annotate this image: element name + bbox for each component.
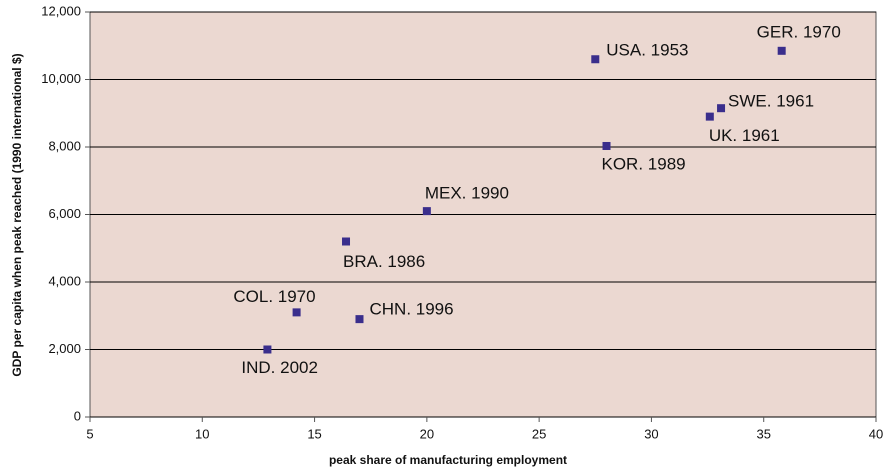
point-label: SWE. 1961 <box>728 92 814 111</box>
point-label: GER. 1970 <box>757 22 841 41</box>
point-label: KOR. 1989 <box>602 154 686 173</box>
point-label: CHN. 1996 <box>369 300 453 319</box>
point-label: UK. 1961 <box>709 126 780 145</box>
x-tick-label: 10 <box>195 426 209 441</box>
point <box>342 237 351 246</box>
point <box>292 308 301 317</box>
point <box>717 104 726 113</box>
x-tick-label: 20 <box>420 426 434 441</box>
y-tick-label: 0 <box>74 408 81 423</box>
y-tick-label: 4,000 <box>48 273 81 288</box>
point-label: COL. 1970 <box>233 287 315 306</box>
point-label: BRA. 1986 <box>343 252 425 271</box>
x-tick-label: 30 <box>644 426 658 441</box>
x-tick-label: 40 <box>869 426 883 441</box>
y-tick-label: 10,000 <box>41 71 81 86</box>
point-label: IND. 2002 <box>241 358 318 377</box>
x-tick-label: 25 <box>532 426 546 441</box>
y-tick-label: 2,000 <box>48 341 81 356</box>
point <box>591 55 600 64</box>
point <box>777 46 786 55</box>
point <box>422 207 431 216</box>
x-tick-label: 5 <box>86 426 93 441</box>
x-tick-label: 15 <box>307 426 321 441</box>
y-axis-title: GDP per capita when peak reached (1990 i… <box>10 53 24 376</box>
point <box>602 141 611 150</box>
y-tick-label: 6,000 <box>48 206 81 221</box>
point <box>355 315 364 324</box>
x-axis-title: peak share of manufacturing employment <box>329 453 567 467</box>
x-tick-label: 35 <box>756 426 770 441</box>
y-tick-label: 8,000 <box>48 138 81 153</box>
point-label: USA. 1953 <box>606 41 688 60</box>
point-label: MEX. 1990 <box>425 184 509 203</box>
y-tick-label: 12,000 <box>41 3 81 18</box>
point <box>263 345 272 354</box>
point <box>705 112 714 121</box>
